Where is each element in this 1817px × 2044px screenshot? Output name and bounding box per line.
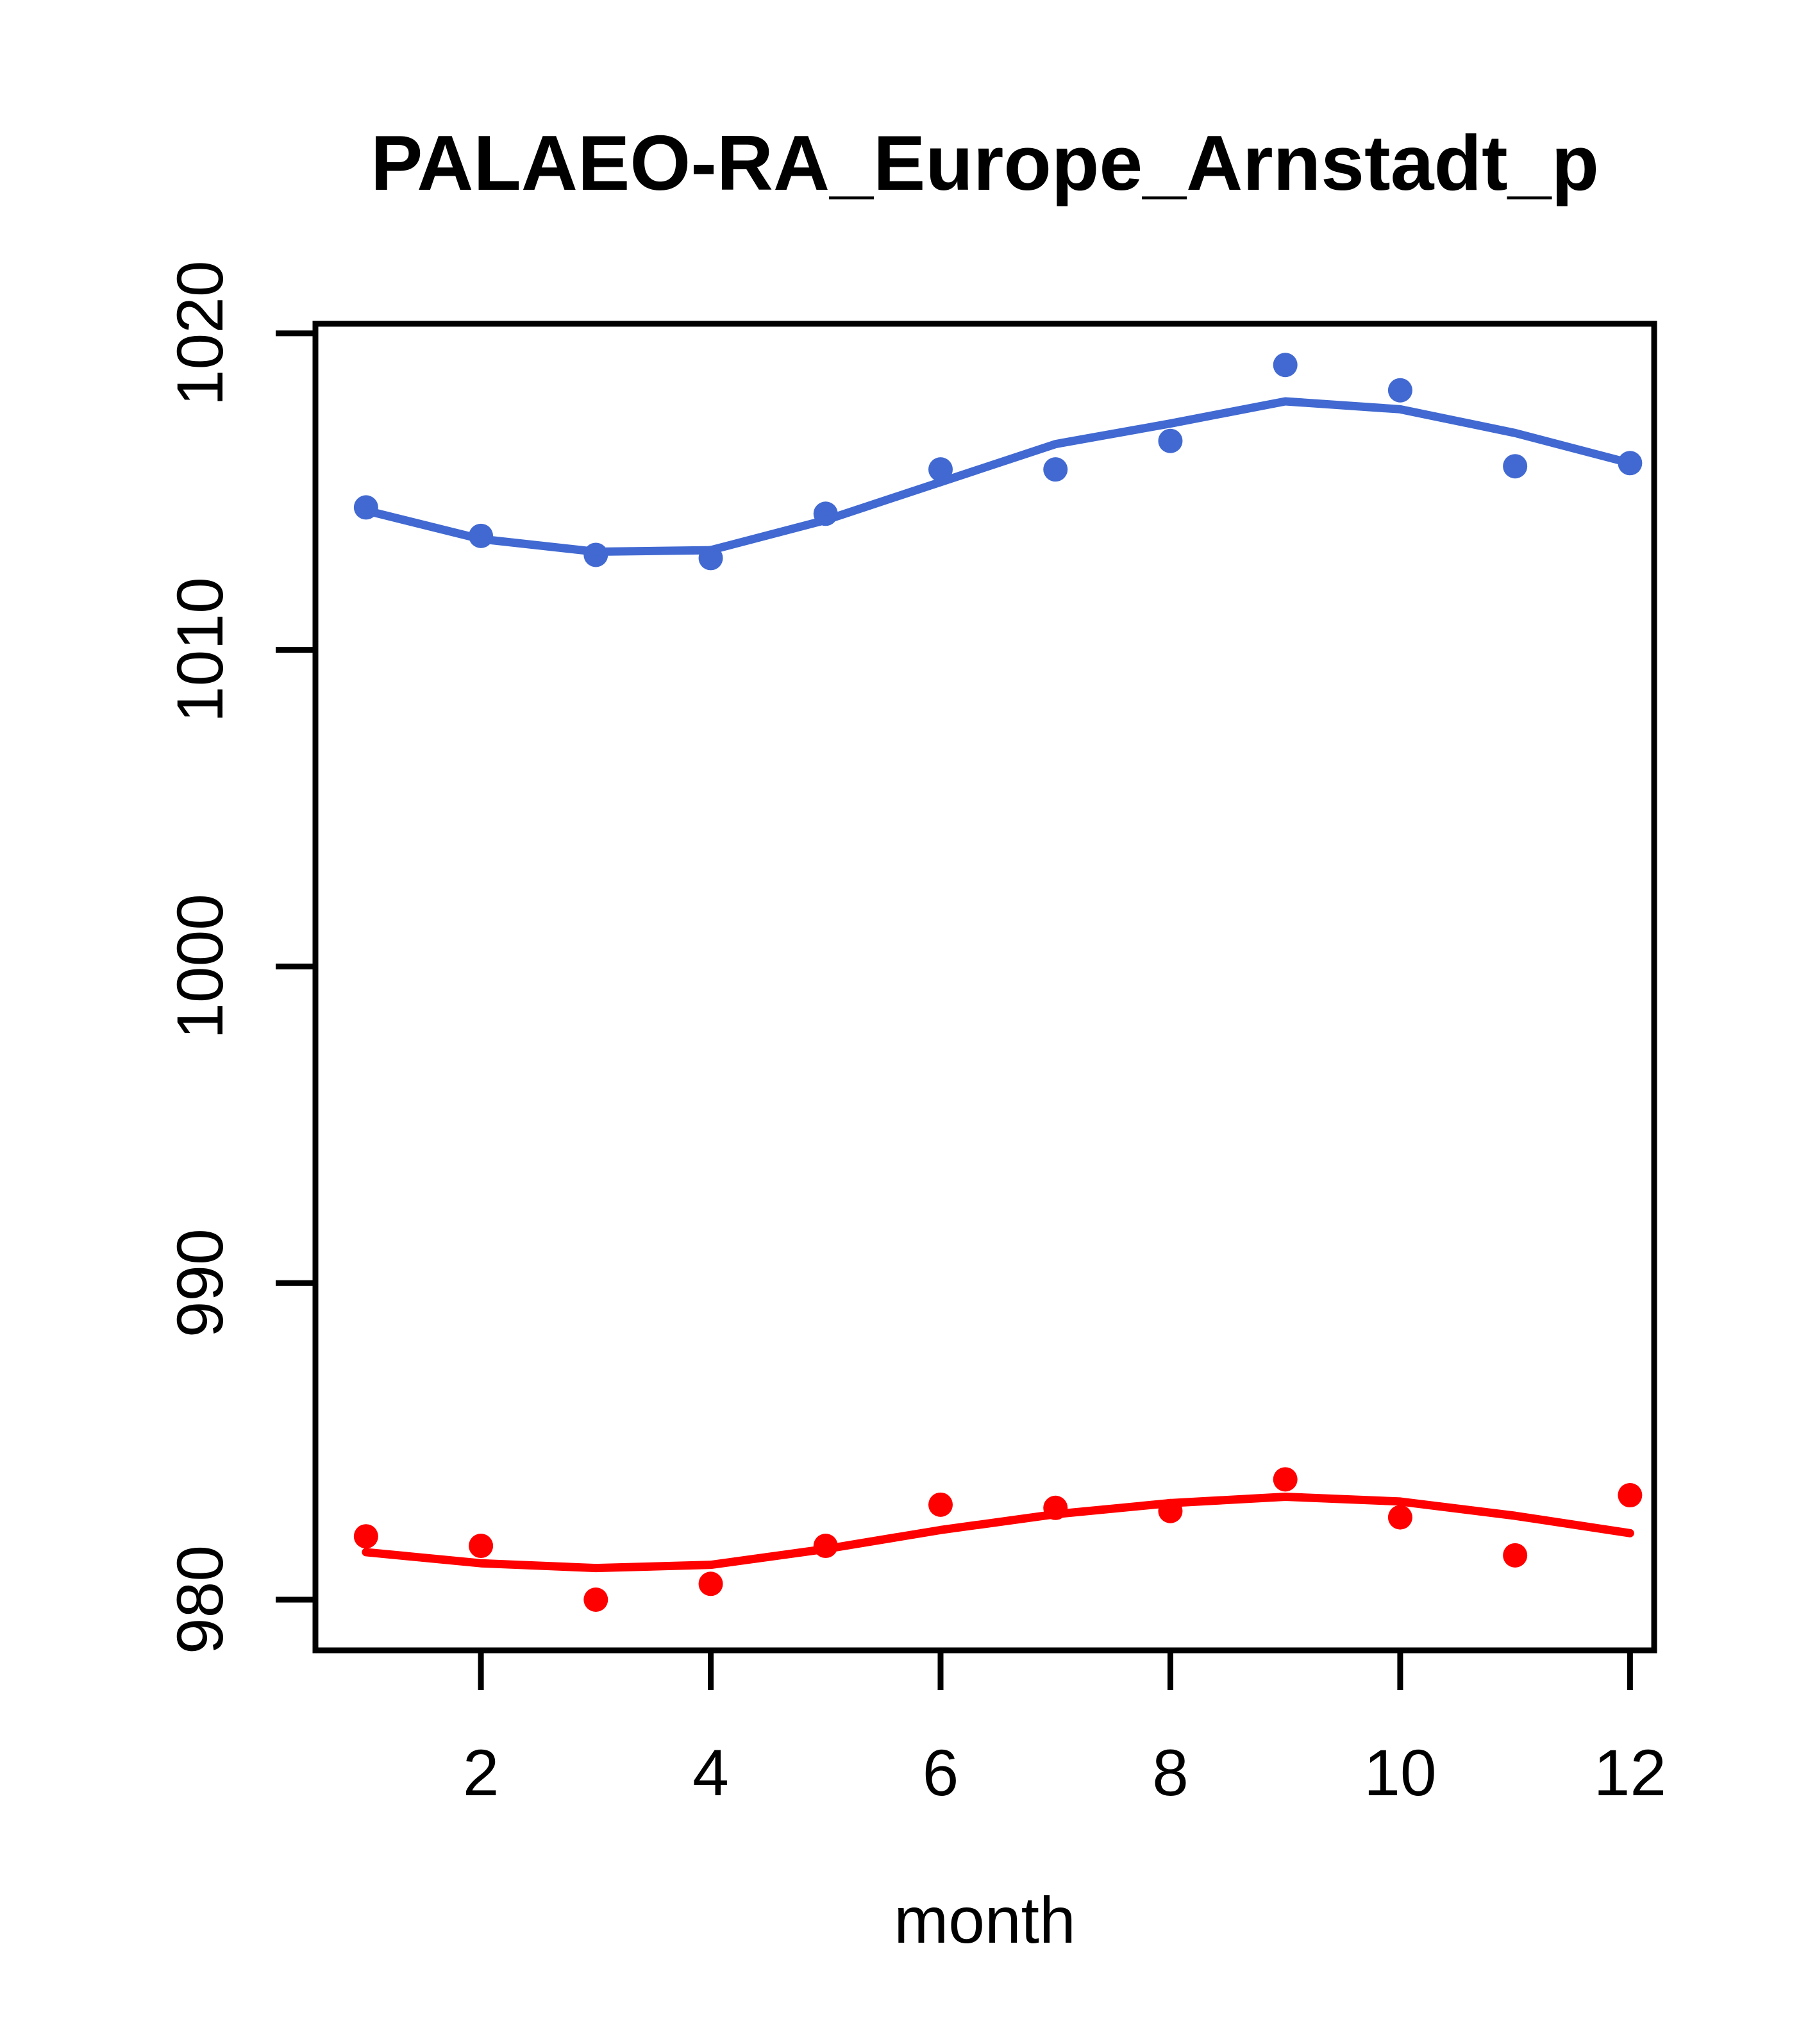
- data-point: [469, 1534, 494, 1559]
- x-tick-label: 8: [1152, 1736, 1189, 1809]
- data-point: [353, 1524, 378, 1549]
- y-tick-label: 1000: [163, 894, 237, 1039]
- plot-border: [312, 321, 1657, 1654]
- data-point: [1387, 1505, 1412, 1530]
- plot-box: [312, 321, 1657, 1654]
- data-point: [1618, 1483, 1643, 1508]
- y-axis: 980 990 1000 1010 1020: [163, 260, 315, 1654]
- x-tick-label: 12: [1594, 1736, 1666, 1809]
- data-point: [1043, 457, 1068, 482]
- smooth-line: [362, 1493, 1634, 1573]
- data-point: [1503, 1543, 1528, 1568]
- data-point: [1273, 1467, 1298, 1492]
- data-point: [583, 1587, 608, 1612]
- data-point: [1158, 428, 1183, 453]
- y-tick-label: 1010: [163, 577, 237, 723]
- data-point: [928, 457, 953, 482]
- x-axis: 2 4 6 8 10 12: [463, 1650, 1666, 1809]
- x-tick-label: 6: [923, 1736, 959, 1809]
- data-point: [928, 1492, 953, 1517]
- data-point: [1387, 378, 1412, 403]
- y-tick-label: 1020: [163, 260, 237, 406]
- data-point: [1273, 353, 1298, 378]
- smooth-line: [362, 397, 1634, 557]
- lower-pressure-points-group: [353, 1467, 1643, 1612]
- x-axis-title: month: [894, 1884, 1076, 1957]
- y-tick-label: 980: [163, 1545, 237, 1654]
- data-series: [353, 353, 1643, 1612]
- data-point: [1503, 454, 1528, 479]
- y-tick-label: 990: [163, 1228, 237, 1337]
- x-tick-label: 4: [692, 1736, 729, 1809]
- data-point: [698, 1571, 723, 1596]
- x-tick-label: 10: [1364, 1736, 1436, 1809]
- chart-title: PALAEO-RA_Europe_Arnstadt_p: [371, 119, 1599, 206]
- x-tick-label: 2: [463, 1736, 499, 1809]
